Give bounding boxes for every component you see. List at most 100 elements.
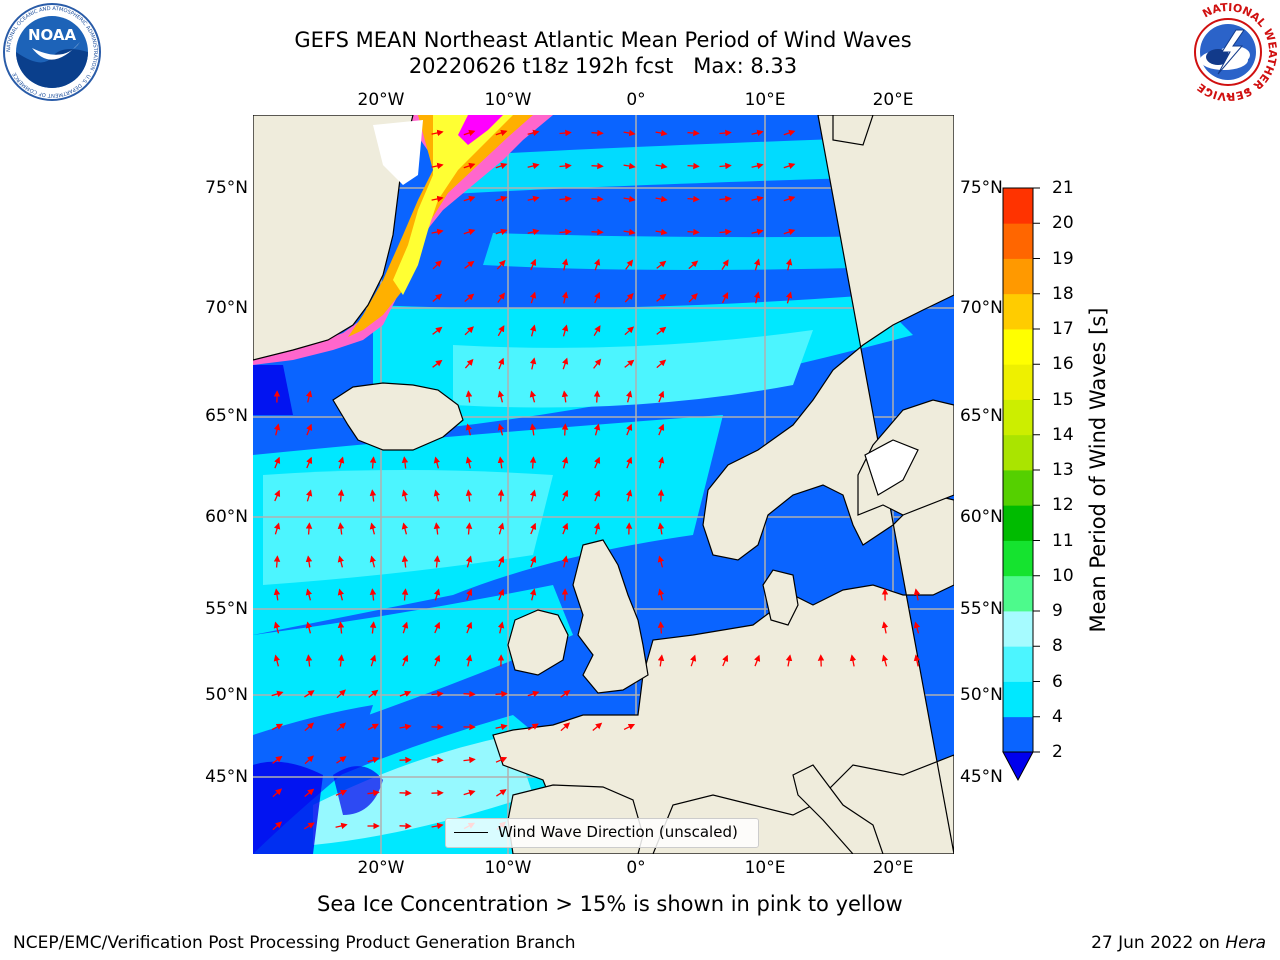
colorbar-tick-label: 10 [1052, 565, 1074, 586]
wave-direction-arrow [591, 162, 604, 170]
wave-direction-arrow [657, 654, 665, 667]
wave-direction-arrow [561, 324, 569, 337]
wave-direction-arrow [687, 129, 700, 137]
wave-direction-arrow [433, 456, 441, 469]
great-britain [572, 539, 649, 694]
colorbar-tick-label: 14 [1052, 424, 1074, 445]
wave-direction-arrow [273, 654, 281, 667]
lon-label-top-3: 0° [626, 90, 646, 110]
wave-direction-arrow [655, 195, 668, 203]
wave-direction-arrow [561, 555, 569, 568]
wave-direction-arrow [367, 723, 379, 731]
legend-label: Wind Wave Direction (unscaled) [498, 823, 738, 841]
wave-direction-arrow [783, 129, 796, 137]
colorbar-segment [1003, 364, 1033, 400]
wave-direction-arrow [367, 789, 380, 797]
chart-title-line-1: GEFS MEAN Northeast Atlantic Mean Period… [294, 28, 912, 52]
wave-direction-arrow [273, 588, 281, 601]
wave-direction-arrow [401, 621, 409, 634]
lon-label-top-1: 20°W [357, 90, 405, 110]
wave-direction-arrow [431, 228, 444, 236]
lat-label-left-70: 70°N [205, 298, 248, 318]
wave-direction-arrow [529, 588, 537, 601]
wave-direction-arrow [785, 654, 793, 667]
wave-direction-arrow [369, 555, 377, 568]
wave-direction-arrow [754, 654, 761, 667]
wave-direction-arrow [625, 390, 633, 403]
wave-direction-arrow [495, 129, 508, 137]
wave-direction-arrow [399, 723, 412, 731]
wave-direction-arrow [623, 129, 636, 137]
lat-label-left-60: 60°N [205, 507, 248, 527]
wave-direction-arrow [273, 522, 281, 535]
nws-logo: NATIONAL WEATHER SERVICE [1180, 2, 1278, 102]
wave-direction-arrow [561, 390, 569, 403]
europe [492, 115, 954, 854]
colorbar-tick-label: 11 [1052, 530, 1074, 551]
wave-direction-arrow [688, 293, 698, 303]
wave-direction-arrow [623, 162, 636, 170]
ireland [507, 609, 569, 676]
colorbar-segment [1003, 716, 1033, 753]
lat-label-right-70: 70°N [960, 298, 1003, 318]
wave-direction-arrow [561, 456, 569, 469]
wave-direction-arrow [751, 228, 764, 236]
chart-title-line-2: 20220626 t18z 192h fcst Max: 8.33 [408, 54, 798, 78]
colorbar-segment [1003, 575, 1033, 612]
wave-direction-arrow [495, 195, 508, 203]
wave-direction-arrow [657, 621, 665, 634]
wave-direction-arrow [687, 228, 700, 236]
wave-direction-arrow [369, 654, 377, 667]
colorbar-tick-label: 9 [1052, 601, 1063, 621]
wave-direction-arrow [465, 390, 473, 403]
wave-direction-arrow [625, 489, 633, 502]
colorbar-under-arrow [1002, 751, 1034, 782]
wave-direction-arrow [368, 689, 379, 698]
wave-direction-arrow [306, 423, 313, 436]
wave-direction-arrow [529, 357, 537, 370]
wave-direction-arrow [751, 195, 764, 203]
wave-direction-arrow [529, 390, 537, 403]
footer-credit: NCEP/EMC/Verification Post Processing Pr… [13, 933, 576, 953]
wave-direction-arrow [656, 359, 667, 369]
wave-direction-arrow [465, 522, 473, 535]
wave-direction-arrow [721, 291, 729, 304]
wave-direction-arrow [655, 129, 668, 137]
colorbar-segment [1003, 188, 1033, 224]
wave-direction-arrow [466, 621, 473, 634]
footer-date-text: 27 Jun 2022 on [1091, 933, 1220, 953]
colorbar-tick-label: 2 [1052, 742, 1063, 762]
wave-direction-arrow [655, 162, 668, 170]
lon-label-bottom-4: 10°E [744, 858, 786, 878]
lat-label-left-55: 55°N [205, 599, 248, 619]
wave-direction-arrow [432, 260, 442, 270]
lon-label-bottom-2: 10°W [484, 858, 532, 878]
wave-direction-arrow [497, 390, 505, 403]
map-panel [253, 115, 954, 854]
wave-direction-arrow [591, 129, 604, 137]
wave-direction-arrow [719, 228, 732, 236]
wave-direction-arrow [336, 756, 347, 764]
colorbar-tick-label: 18 [1052, 283, 1074, 304]
wave-direction-arrow [594, 258, 601, 271]
wave-direction-arrow [497, 325, 505, 337]
wave-direction-arrow [305, 555, 313, 568]
noaa-logo: NOAA NATIONAL OCEANIC AND ATMOSPHERIC AD… [3, 3, 101, 101]
wave-direction-arrow [306, 456, 313, 469]
wave-direction-arrow [464, 358, 474, 369]
wave-direction-arrow [335, 822, 348, 830]
wave-direction-arrow [466, 588, 473, 601]
wave-direction-arrow [721, 259, 729, 270]
wave-direction-arrow [496, 259, 506, 270]
wave-direction-arrow [433, 555, 441, 568]
colorbar-segment [1003, 399, 1033, 436]
wave-direction-arrow [783, 162, 796, 170]
wave-direction-arrow [657, 555, 665, 568]
wave-direction-arrow [658, 423, 665, 436]
colorbar-tick-label: 17 [1052, 319, 1074, 339]
colorbar-segment [1003, 223, 1033, 259]
wave-direction-arrow [434, 654, 441, 667]
wave-direction-arrow [304, 755, 314, 765]
wave-direction-arrow [463, 129, 476, 137]
wave-direction-arrow [656, 260, 667, 269]
